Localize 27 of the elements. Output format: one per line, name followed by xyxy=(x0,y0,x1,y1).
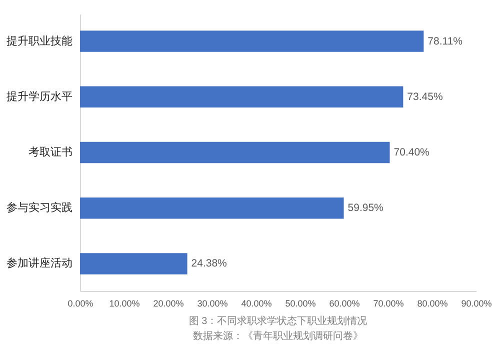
y-tick-label: 参加讲座活动 xyxy=(6,256,72,270)
bar xyxy=(80,30,424,52)
x-tick-label: 60.00% xyxy=(329,298,360,308)
data-label: 24.38% xyxy=(191,258,227,270)
data-label: 73.45% xyxy=(407,90,443,103)
x-tick-label: 80.00% xyxy=(417,298,448,308)
y-tick-label: 考取证书 xyxy=(28,146,72,158)
data-label: 78.11% xyxy=(428,35,463,48)
x-tick-label: 0.00% xyxy=(68,298,94,308)
bar xyxy=(80,253,188,274)
y-tick-label: 参与实习实践 xyxy=(6,201,72,214)
x-tick-label: 40.00% xyxy=(241,298,272,308)
source-note: 数据来源：《青年职业规划调研问卷》 xyxy=(193,330,363,342)
data-label: 59.95% xyxy=(348,202,384,214)
caption: 图 3：不同求职求学状态下职业规划情况 xyxy=(188,315,368,327)
bar xyxy=(80,142,390,164)
x-tick-label: 10.00% xyxy=(109,298,140,308)
x-tick-label: 90.00% xyxy=(461,298,492,308)
bar xyxy=(80,86,404,108)
x-tick-label: 70.00% xyxy=(373,298,404,308)
y-tick-label: 提升学历水平 xyxy=(6,90,72,103)
bar xyxy=(80,198,344,219)
data-label: 70.40% xyxy=(394,146,430,158)
x-tick-label: 20.00% xyxy=(153,298,184,308)
y-tick-label: 提升职业技能 xyxy=(6,34,72,48)
x-tick-label: 30.00% xyxy=(197,298,228,308)
x-tick-label: 50.00% xyxy=(285,298,316,308)
